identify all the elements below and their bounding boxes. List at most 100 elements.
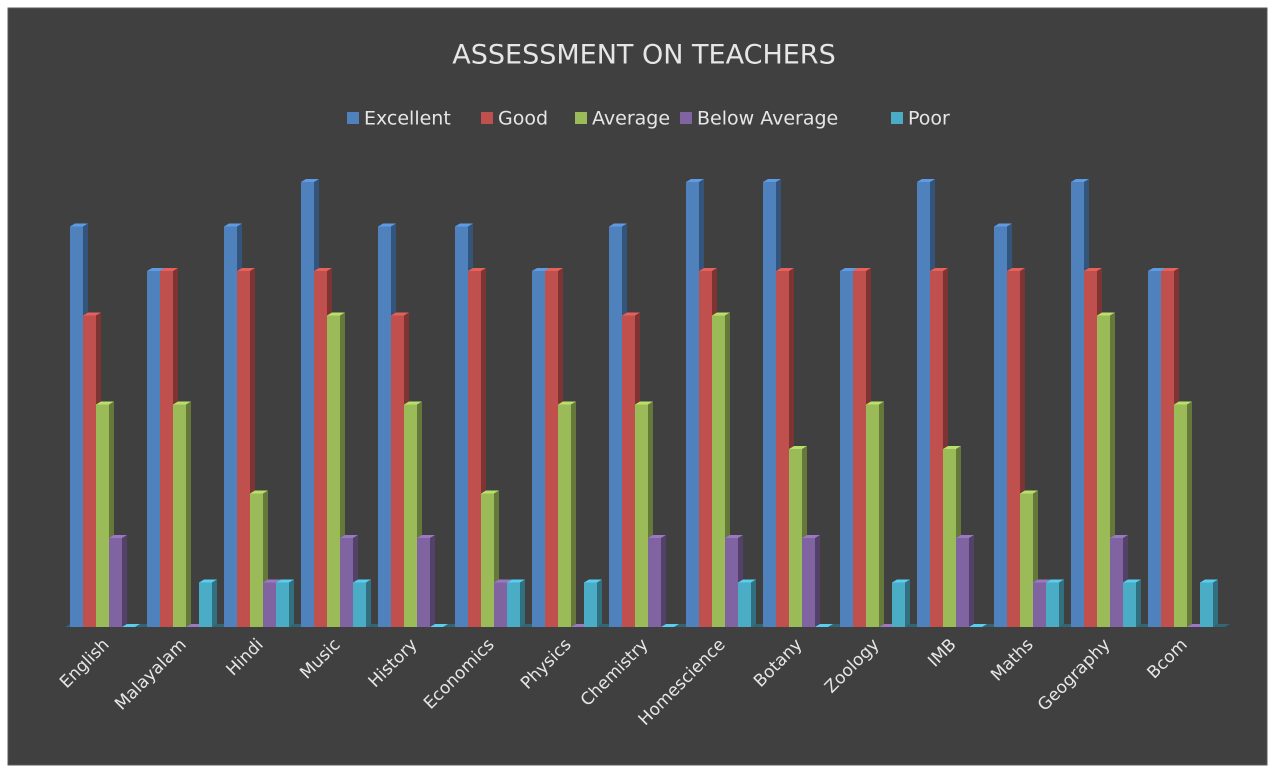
bar (173, 404, 186, 627)
bar-top (83, 312, 101, 316)
bar-top (109, 535, 127, 538)
bar (930, 271, 943, 627)
bar (507, 582, 520, 627)
bar (160, 271, 173, 627)
bar-top (96, 401, 114, 405)
bar-side (1136, 579, 1141, 627)
bar-top (994, 223, 1012, 227)
bar-top (494, 579, 512, 583)
bar-top (276, 579, 294, 583)
bar (532, 271, 545, 627)
bar (455, 226, 468, 627)
bar (83, 315, 96, 627)
bar (468, 271, 481, 627)
bar (725, 538, 738, 627)
legend-label: Poor (908, 108, 950, 130)
bar-top (160, 268, 178, 271)
bar-side (751, 579, 756, 627)
bar-top (507, 579, 525, 583)
bar-top (1174, 401, 1192, 405)
bar-top (815, 624, 833, 627)
bar-side (969, 535, 974, 627)
bar-top (404, 401, 422, 405)
bar-top (622, 312, 640, 316)
bar-top (635, 401, 653, 405)
bar (943, 449, 956, 627)
bar-top (224, 223, 242, 227)
bar (301, 182, 314, 627)
bar (558, 404, 571, 627)
bar-top (1071, 179, 1089, 182)
bar-top (481, 490, 499, 494)
bar (96, 404, 109, 627)
legend-label: Excellent (364, 108, 451, 130)
bar-top (1020, 490, 1038, 494)
bar (584, 582, 597, 627)
legend-swatch (347, 112, 359, 124)
bar (263, 582, 276, 627)
legend-swatch (680, 112, 692, 124)
bar-top (725, 535, 743, 538)
bar-top (776, 268, 794, 271)
bar (250, 493, 263, 627)
bar (1097, 315, 1110, 627)
bar (353, 582, 366, 627)
legend-swatch (481, 112, 493, 124)
bar-side (661, 535, 666, 627)
bar (237, 271, 250, 627)
bar (802, 538, 815, 627)
bar-top (378, 223, 396, 227)
bar (956, 538, 969, 627)
bar-side (212, 579, 217, 627)
bar-side (122, 535, 127, 627)
bar-top (455, 223, 473, 227)
bar (1033, 582, 1046, 627)
bar-side (289, 579, 294, 627)
bar (1161, 271, 1174, 627)
bar (648, 538, 661, 627)
bar-top (584, 579, 602, 583)
bar (609, 226, 622, 627)
bar-top (147, 268, 165, 271)
bar-top (1148, 268, 1166, 271)
bar-side (879, 401, 884, 627)
bar (1174, 404, 1187, 627)
bar-side (520, 579, 525, 627)
bar (391, 315, 404, 627)
bar (417, 538, 430, 627)
bar-side (815, 535, 820, 627)
bar (917, 182, 930, 627)
bar (712, 315, 725, 627)
bar-top (263, 579, 281, 583)
bar (404, 404, 417, 627)
bar (840, 271, 853, 627)
bar (892, 582, 905, 627)
bar (481, 493, 494, 627)
bar-top (1084, 268, 1102, 271)
bar (1123, 582, 1136, 627)
bar-side (430, 535, 435, 627)
bar-top (1123, 579, 1141, 583)
bar (686, 182, 699, 627)
bar-top (648, 535, 666, 538)
bar-side (1187, 401, 1192, 627)
bar-top (301, 179, 319, 182)
chart-title: ASSESSMENT ON TEACHERS (452, 40, 835, 71)
bar-top (237, 268, 255, 271)
bar-top (353, 579, 371, 583)
bar (622, 315, 635, 627)
bar-side (1213, 579, 1218, 627)
bar (738, 582, 751, 627)
bar (340, 538, 353, 627)
bar (545, 271, 558, 627)
bar-top (609, 223, 627, 227)
bar-top (930, 268, 948, 271)
bar-top (250, 490, 268, 494)
bar-top (1046, 579, 1064, 583)
bar-top (430, 624, 448, 627)
bar (378, 226, 391, 627)
legend-swatch (575, 112, 587, 124)
bar-top (468, 268, 486, 271)
bar-top (917, 179, 935, 182)
